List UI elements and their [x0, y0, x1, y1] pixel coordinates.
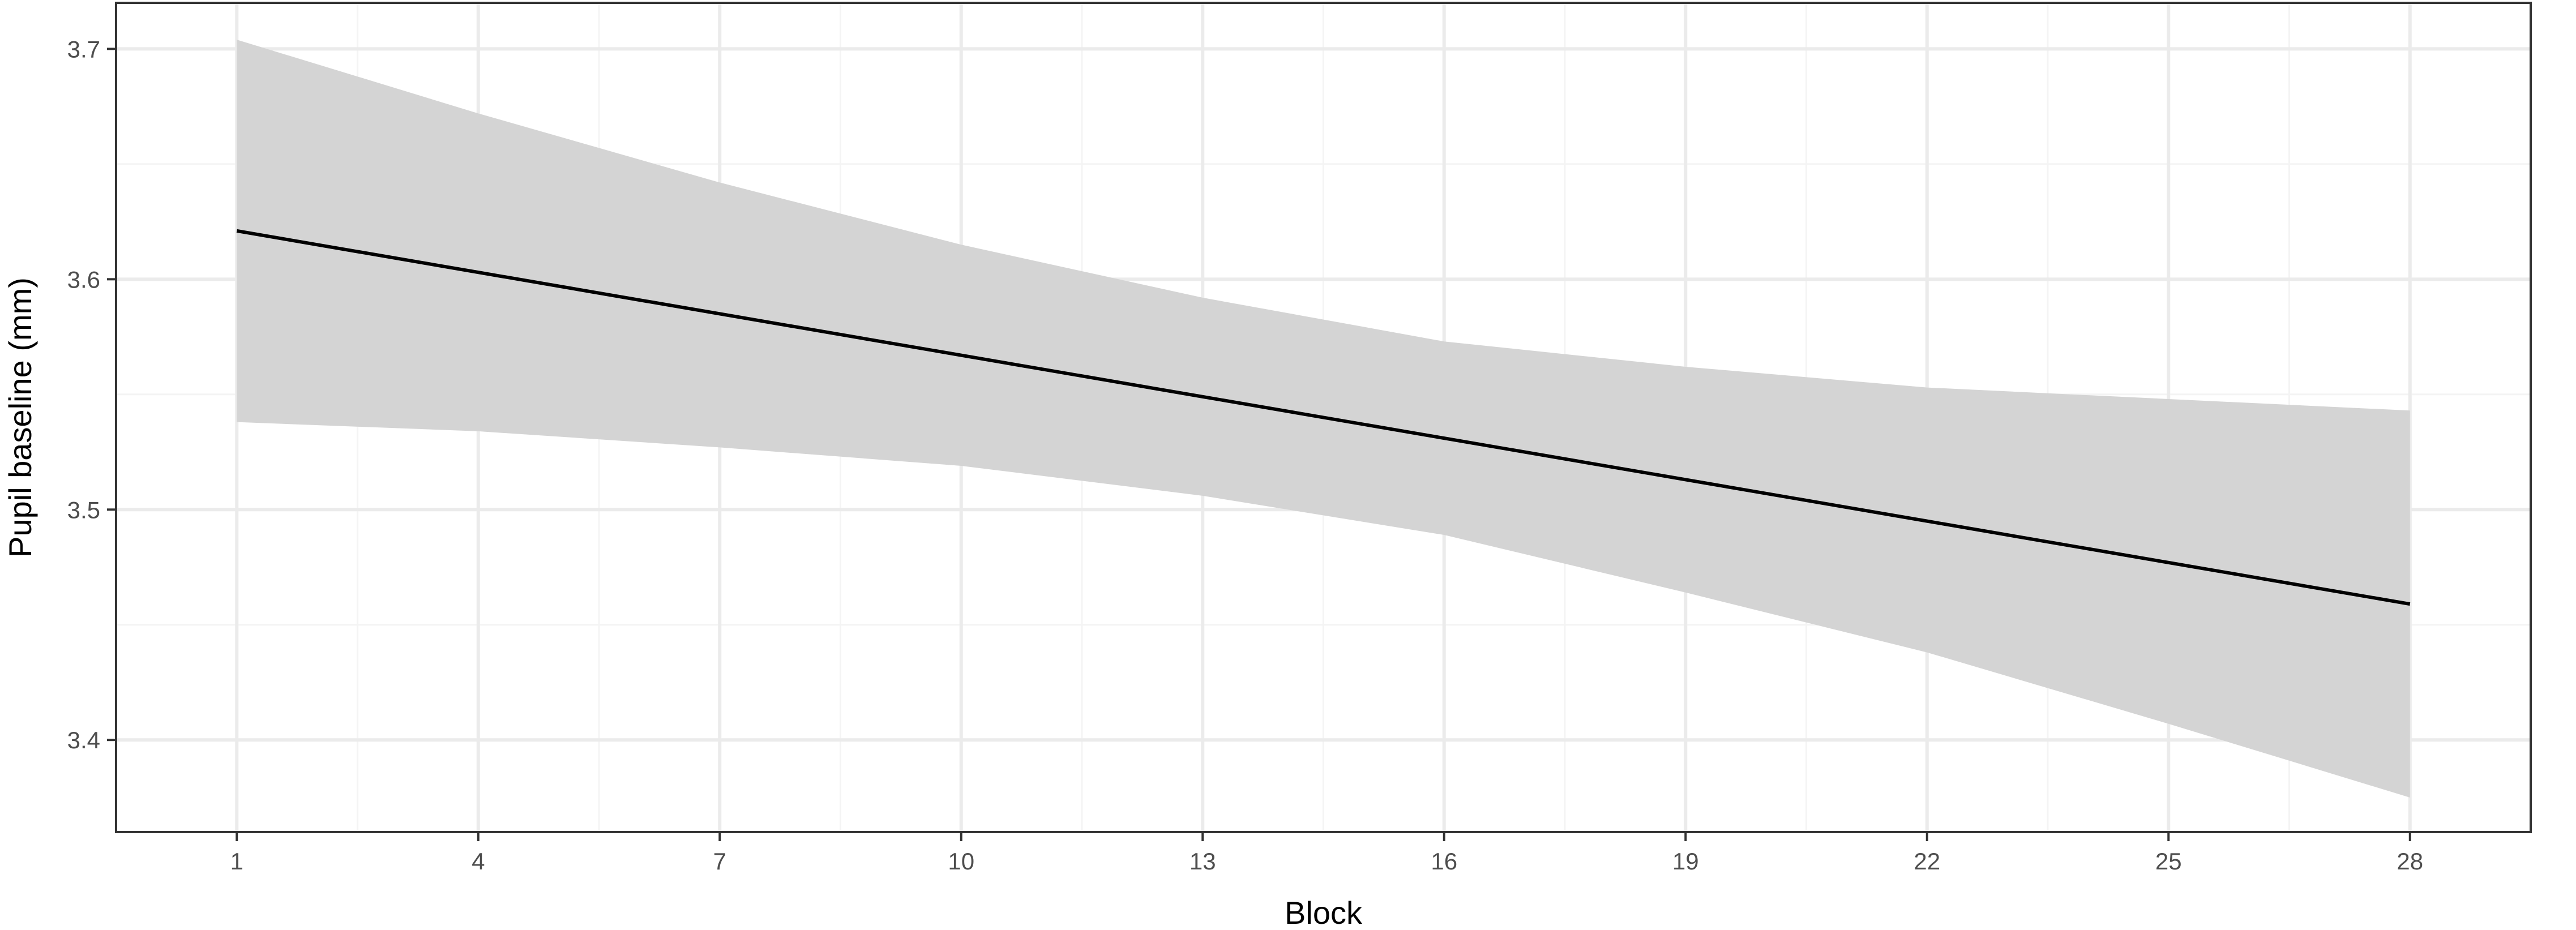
x-tick-label: 4 [472, 848, 485, 875]
x-tick-label: 25 [2155, 848, 2182, 875]
x-tick-label: 22 [1914, 848, 1940, 875]
y-tick-label: 3.5 [67, 496, 100, 523]
x-axis-ticks: 1 4 7 10 13 16 19 22 25 28 [230, 832, 2423, 875]
y-tick-label: 3.4 [67, 727, 100, 753]
x-tick-label: 13 [1189, 848, 1216, 875]
x-tick-label: 19 [1672, 848, 1699, 875]
y-axis-title: Pupil baseline (mm) [2, 277, 38, 558]
y-tick-label: 3.7 [67, 36, 100, 62]
trend-line-layer [236, 229, 2411, 606]
x-axis-title: Block [1285, 895, 1363, 930]
x-tick-label: 16 [1431, 848, 1457, 875]
x-tick-label: 10 [948, 848, 974, 875]
panel-border [115, 2, 2532, 833]
y-tick-label: 3.6 [67, 266, 100, 293]
trend-line [236, 229, 2411, 606]
x-tick-label: 28 [2397, 848, 2423, 875]
y-axis-ticks: 3.4 3.5 3.6 3.7 [67, 36, 116, 753]
x-tick-label: 1 [230, 848, 243, 875]
x-tick-label: 7 [713, 848, 726, 875]
